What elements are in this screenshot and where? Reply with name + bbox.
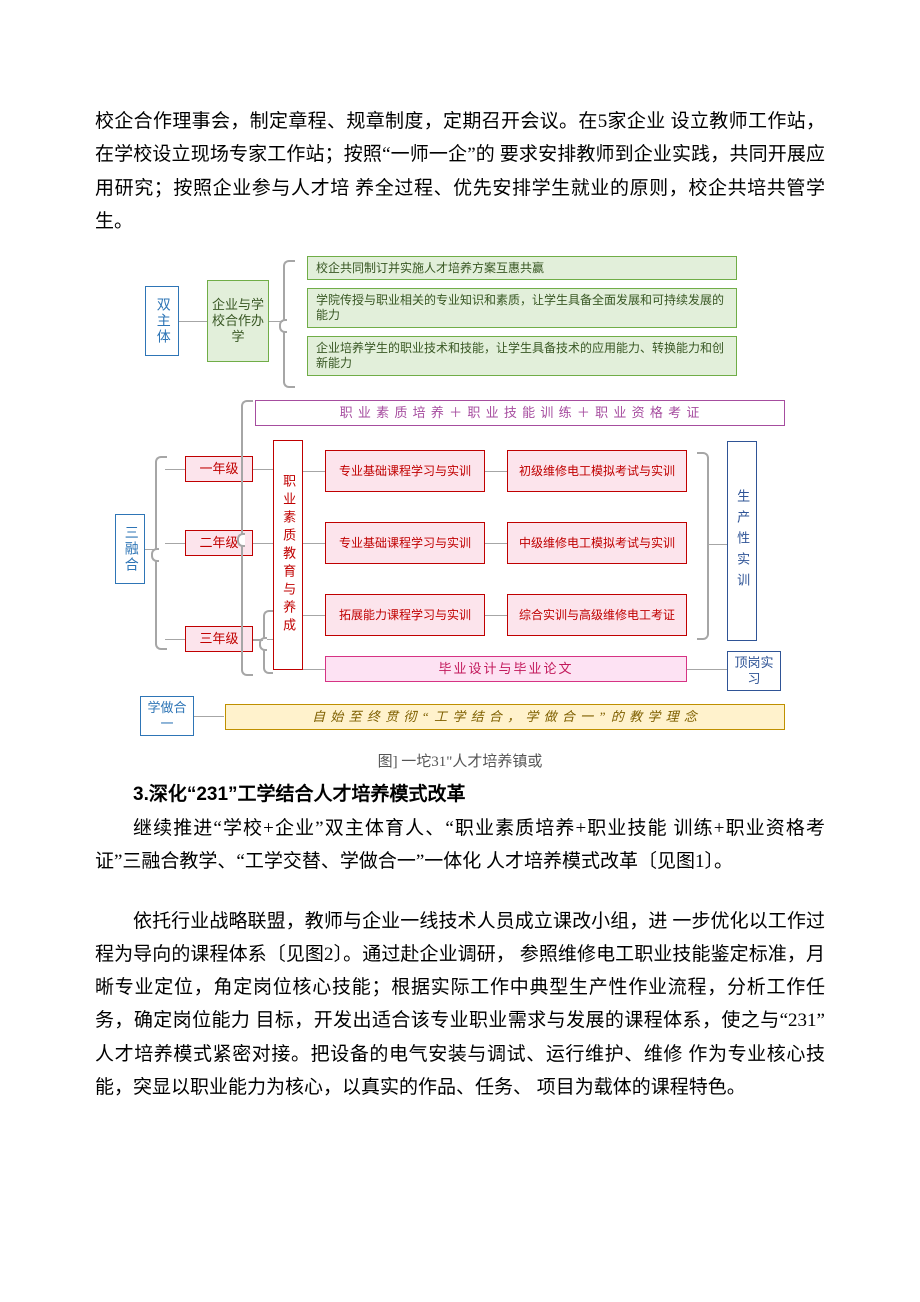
box-thesis: 毕业设计与毕业论文	[325, 656, 687, 682]
figure-1: 双主体 企业与学校合作办学 校企共同制订并实施人才培养方案互惠共赢 学院传授与职…	[95, 256, 825, 771]
heading-3: 3.深化“231”工学结合人才培养模式改革	[95, 779, 825, 806]
paragraph-2: 继续推进“学校+企业”双主体育人、“职业素质培养+职业技能 训练+职业资格考证”…	[95, 812, 825, 879]
box-c3b: 综合实训与高级维修电工考证	[507, 594, 687, 636]
box-unity: 学做合一	[140, 696, 194, 736]
paragraph-1: 校企合作理事会，制定章程、规章制度，定期召开会议。在5家企业 设立教师工作站，在…	[95, 105, 825, 238]
box-vertical-edu: 职业素质教育与养成	[273, 440, 303, 670]
box-c2b: 中级维修电工模拟考试与实训	[507, 522, 687, 564]
figure-caption: 图] 一坨31"人才培养镇或	[95, 750, 825, 771]
paragraph-3: 依托行业战略联盟，教师与企业一线技术人员成立课改小组，进 一步优化以工作过程为导…	[95, 905, 825, 1105]
box-tri-banner: 职 业 素 质 培 养 ＋ 职 业 技 能 训 练 ＋ 职 业 资 格 考 证	[255, 400, 785, 426]
box-c1a: 专业基础课程学习与实训	[325, 450, 485, 492]
box-c2a: 专业基础课程学习与实训	[325, 522, 485, 564]
box-production-training: 生产性实训	[727, 441, 757, 641]
box-coop: 企业与学校合作办学	[207, 280, 269, 362]
box-intern: 顶岗实习	[727, 651, 781, 691]
box-top3: 企业培养学生的职业技术和技能，让学生具备技术的应用能力、转换能力和创新能力	[307, 336, 737, 376]
box-c1b: 初级维修电工模拟考试与实训	[507, 450, 687, 492]
box-c3a: 拓展能力课程学习与实训	[325, 594, 485, 636]
box-tri: 三融合	[115, 514, 145, 584]
box-dual-subject: 双主体	[145, 286, 179, 356]
box-bottom-banner: 自 始 至 终 贯 彻 “ 工 学 结 合 ， 学 做 合 一 ” 的 教 学 …	[225, 704, 785, 730]
box-top1: 校企共同制订并实施人才培养方案互惠共赢	[307, 256, 737, 280]
box-top2: 学院传授与职业相关的专业知识和素质，让学生具备全面发展和可持续发展的能力	[307, 288, 737, 328]
